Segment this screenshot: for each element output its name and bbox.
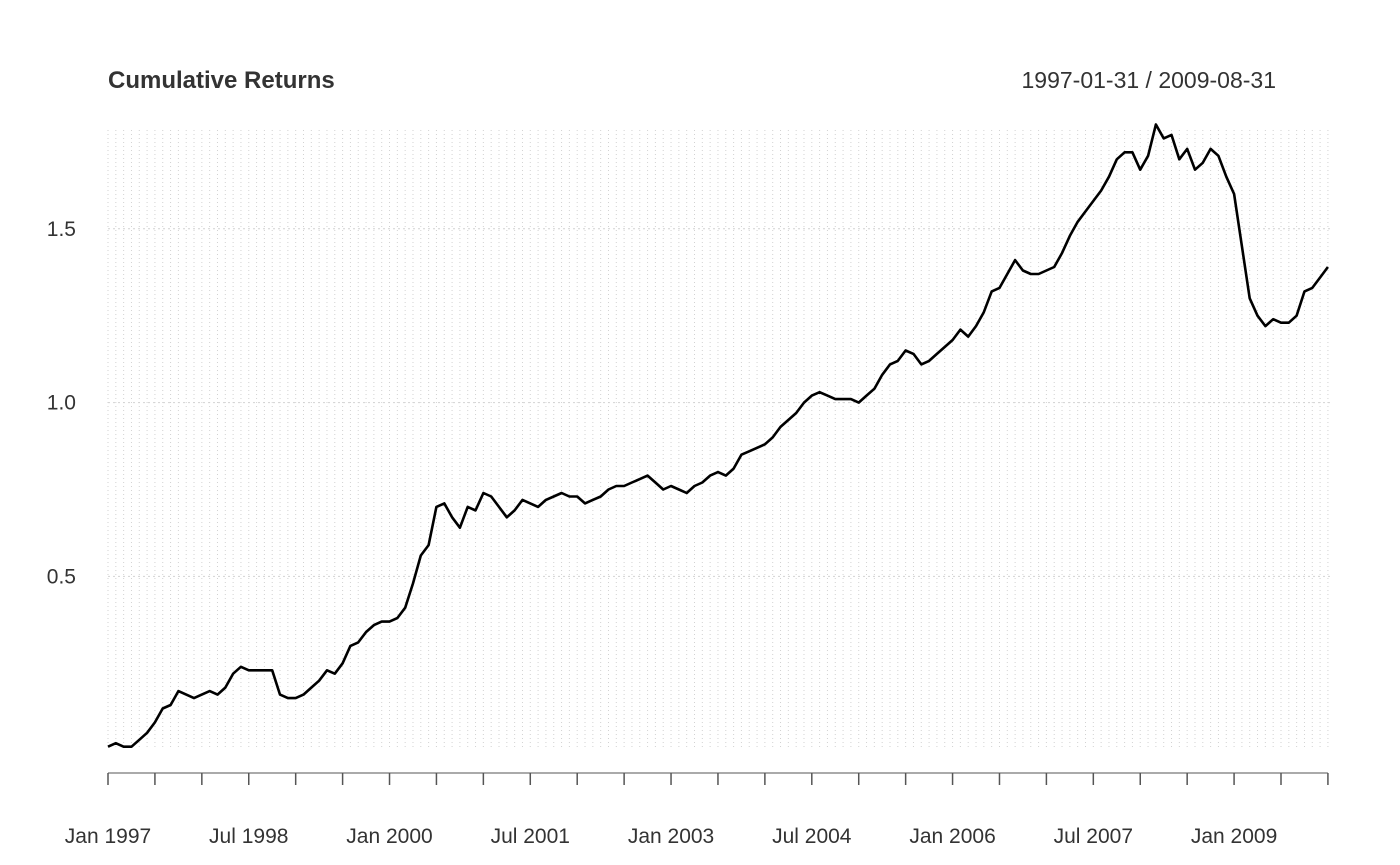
x-tick-label: Jan 2003 [628, 825, 714, 848]
x-tick-label: Jul 1998 [209, 825, 288, 848]
x-tick-label: Jan 2006 [909, 825, 995, 848]
x-axis: Jan 1997 Jul 1998 Jan 2000 Jul 2001 Jan 2003… [65, 772, 1329, 848]
horizontal-grid [108, 228, 1332, 577]
x-tick-label: Jan 2000 [346, 825, 432, 848]
x-tick-label: Jan 2009 [1191, 825, 1277, 848]
x-tick-label: Jul 2001 [491, 825, 570, 848]
x-tick-label: Jul 2007 [1054, 825, 1133, 848]
y-tick-label: 1.0 [47, 392, 76, 415]
y-tick-label: 1.5 [47, 218, 76, 241]
x-tick-label: Jan 1997 [65, 825, 151, 848]
series-line [107, 123, 1329, 748]
series-layer [107, 123, 1329, 748]
x-tick-label: Jul 2004 [772, 825, 852, 848]
chart-title: Cumulative Returns [108, 67, 335, 94]
date-range-label: 1997-01-31 / 2009-08-31 [1022, 67, 1276, 93]
y-axis-ticks: 0.5 1.0 1.5 [47, 218, 76, 589]
y-tick-label: 0.5 [47, 565, 76, 588]
vertical-grid [107, 130, 1329, 748]
